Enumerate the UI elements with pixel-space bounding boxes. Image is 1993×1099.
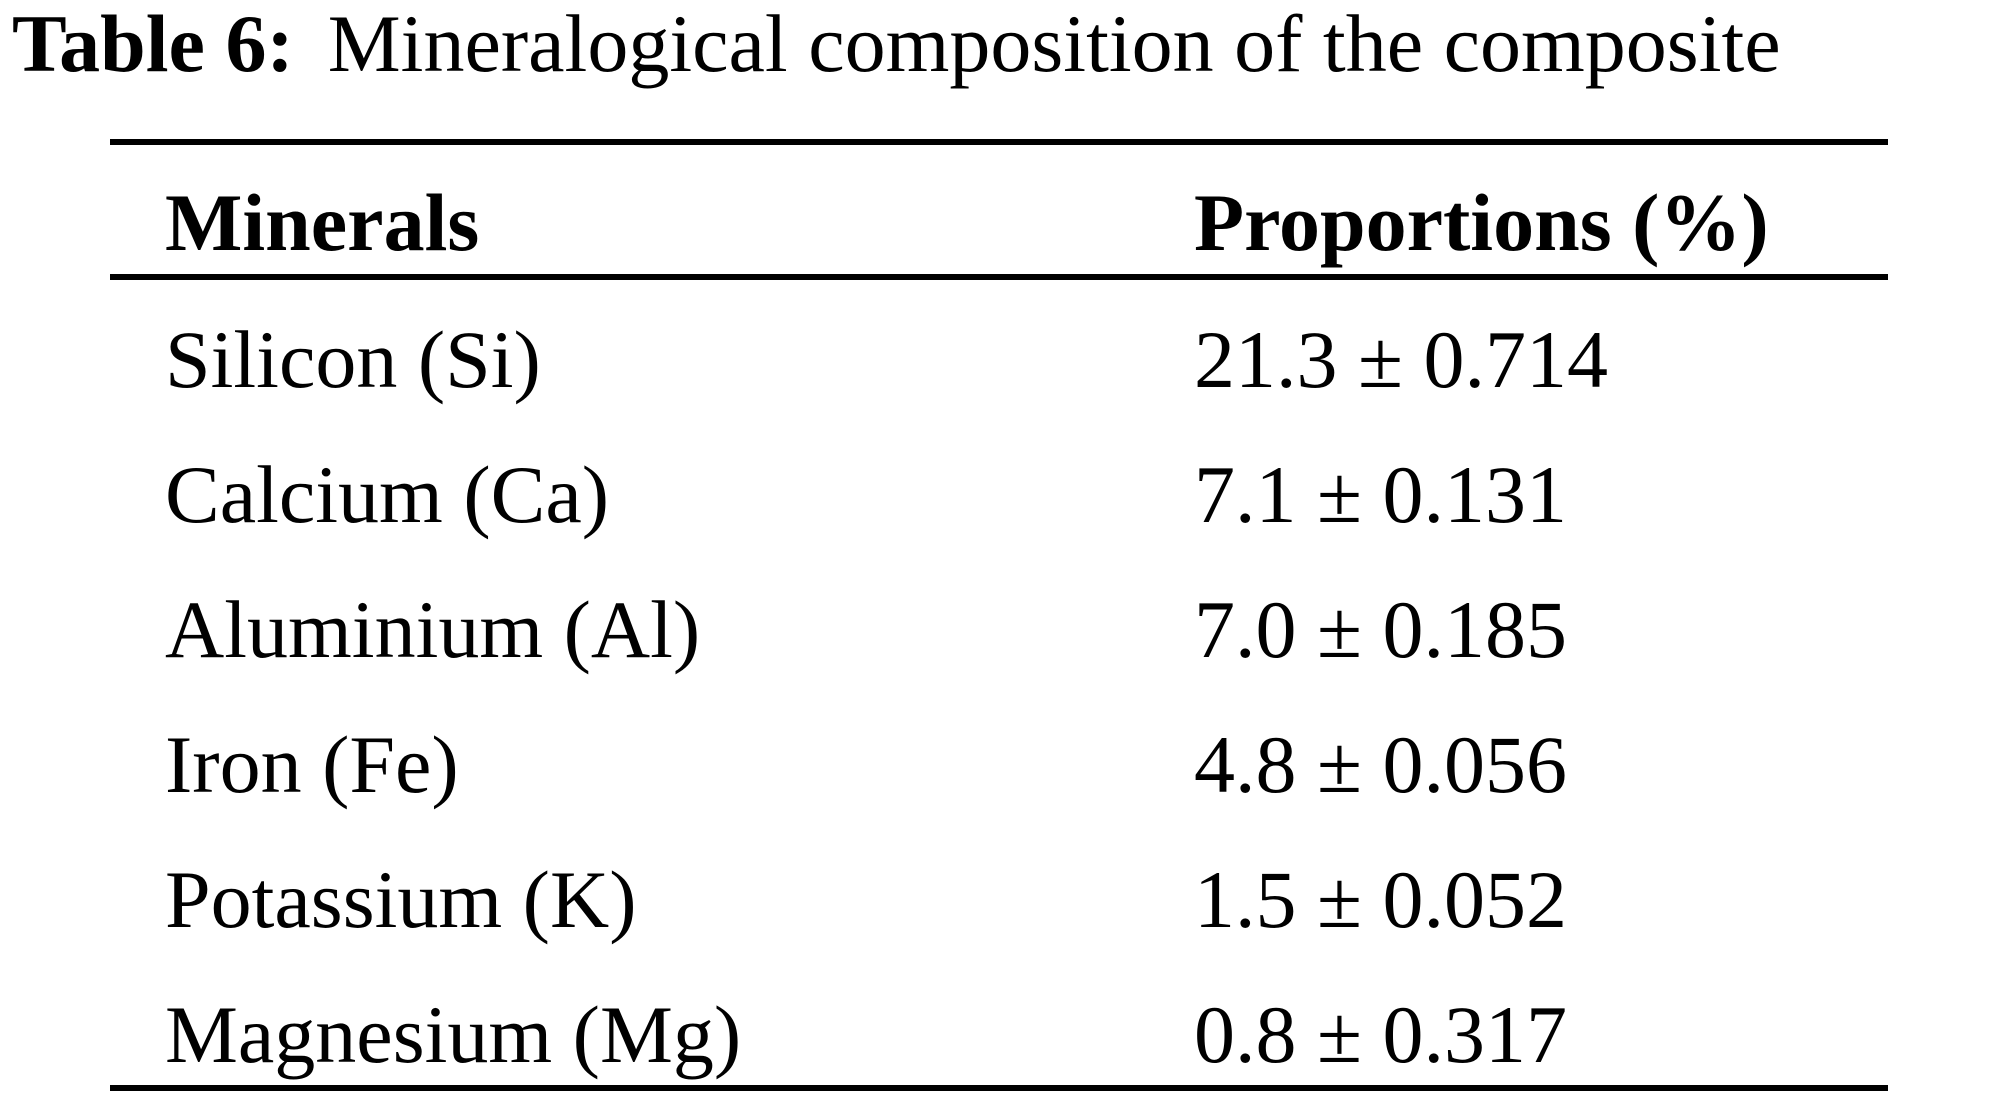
mineral-cell: Magnesium (Mg): [165, 989, 742, 1080]
mineral-cell: Aluminium (Al): [165, 584, 701, 675]
table-title: Mineralogical composition of the composi…: [327, 0, 1781, 89]
proportion-cell: 1.5 ± 0.052: [1194, 854, 1568, 945]
column-header-minerals: Minerals: [165, 177, 480, 268]
proportion-cell: 0.8 ± 0.317: [1194, 989, 1568, 1080]
table-number: Table 6:: [12, 0, 294, 89]
proportion-cell: 7.1 ± 0.131: [1194, 449, 1568, 540]
mineral-cell: Calcium (Ca): [165, 449, 610, 540]
table-caption: Table 6: Mineralogical composition of the…: [12, 0, 1781, 92]
column-header-proportions: Proportions (%): [1194, 177, 1769, 268]
table-header-rule: [110, 274, 1888, 280]
mineral-cell: Potassium (K): [165, 854, 637, 945]
proportion-cell: 4.8 ± 0.056: [1194, 719, 1568, 810]
table-top-rule: [110, 139, 1888, 145]
table-bottom-rule: [110, 1085, 1888, 1091]
mineral-cell: Silicon (Si): [165, 314, 541, 405]
mineral-cell: Iron (Fe): [165, 719, 459, 810]
proportion-cell: 7.0 ± 0.185: [1194, 584, 1568, 675]
proportion-cell: 21.3 ± 0.714: [1194, 314, 1609, 405]
